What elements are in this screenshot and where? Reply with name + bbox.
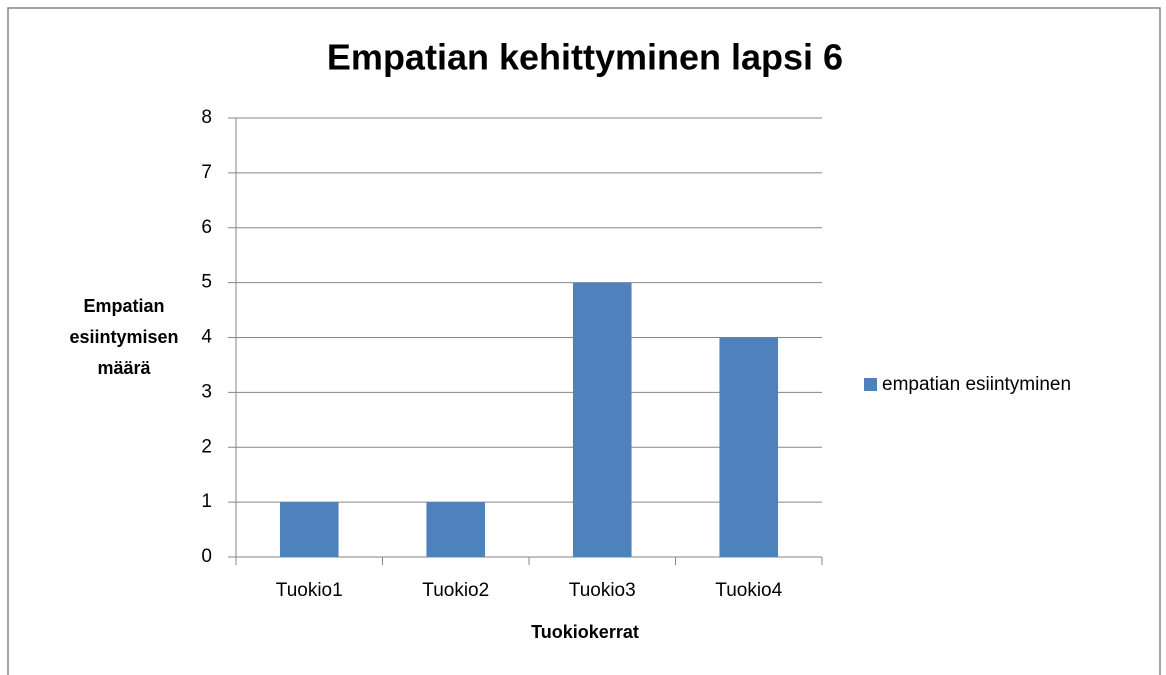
chart-title: Empatian kehittyminen lapsi 6 (327, 37, 843, 78)
y-tick-label: 8 (201, 107, 212, 128)
y-axis-title: esiintymisen (69, 327, 178, 347)
x-tick-label: Tuokio3 (569, 580, 636, 601)
y-axis-title: Empatian (83, 296, 164, 316)
y-tick-label: 3 (201, 381, 212, 402)
y-tick-label: 0 (201, 546, 212, 567)
legend-swatch (864, 378, 877, 391)
y-axis-title: määrä (97, 358, 151, 378)
x-tick-label: Tuokio2 (422, 580, 489, 601)
y-tick-label: 4 (201, 327, 212, 348)
chart-frame (7, 7, 1161, 675)
y-tick-label: 5 (201, 272, 212, 293)
bar (719, 337, 779, 557)
x-tick-label: Tuokio4 (715, 580, 782, 601)
bar (426, 502, 486, 557)
y-tick-label: 1 (201, 491, 212, 512)
x-tick-label: Tuokio1 (276, 580, 343, 601)
legend-label: empatian esiintyminen (882, 374, 1071, 395)
x-axis-title: Tuokiokerrat (531, 622, 639, 642)
bar (572, 282, 632, 557)
bar (279, 502, 339, 557)
y-tick-label: 6 (201, 217, 212, 238)
y-tick-label: 2 (201, 436, 212, 457)
y-tick-label: 7 (201, 162, 212, 183)
